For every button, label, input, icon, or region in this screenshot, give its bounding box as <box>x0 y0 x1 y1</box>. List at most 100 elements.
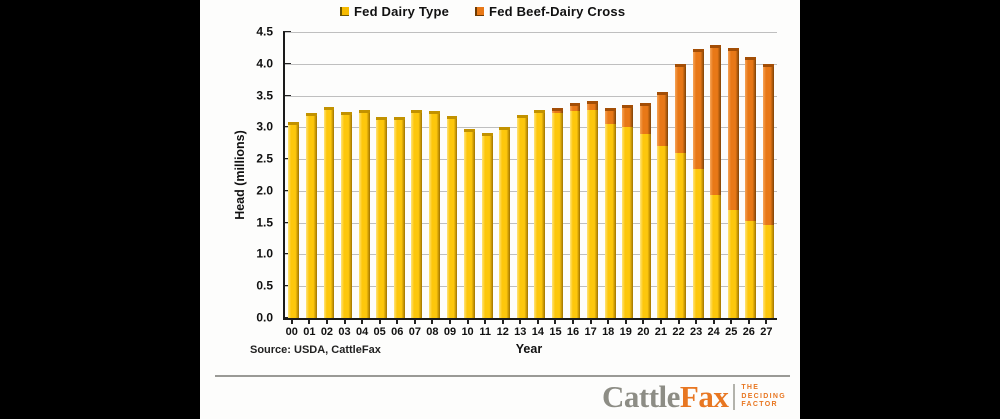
bar-segment-beef-dairy-cross <box>569 103 581 112</box>
stacked-bar-13 <box>516 114 528 318</box>
bar-segment-fed-dairy <box>428 111 440 318</box>
stacked-bar-04 <box>358 109 370 318</box>
stacked-bar-16 <box>569 103 581 318</box>
x-tick-label: 10 <box>459 320 477 338</box>
x-tick-label: 08 <box>424 320 442 338</box>
x-tick-label: 24 <box>705 320 723 338</box>
legend-swatch-yellow-icon <box>340 7 349 16</box>
stacked-bar-06 <box>393 116 405 318</box>
x-tick-label: 16 <box>564 320 582 338</box>
x-tick-label: 04 <box>353 320 371 338</box>
bar-segment-fed-dairy <box>587 110 599 318</box>
bar-slot-07 <box>408 32 426 318</box>
footer-divider <box>215 375 790 377</box>
stacked-bar-23 <box>692 49 704 318</box>
bar-slot-23 <box>689 32 707 318</box>
stacked-bar-02 <box>323 107 335 318</box>
tagline-line-1: THE <box>741 384 760 392</box>
logo-tagline: THE DECIDING FACTOR <box>741 384 786 410</box>
x-tick-label: 14 <box>529 320 547 338</box>
x-tick-label: 22 <box>670 320 688 338</box>
x-axis-title: Year <box>515 342 543 356</box>
y-tick-label: 2.5 <box>256 151 273 166</box>
stacked-bar-08 <box>428 111 440 318</box>
bar-segment-fed-dairy <box>762 224 774 318</box>
bar-slot-18 <box>601 32 619 318</box>
x-tick-label: 06 <box>388 320 406 338</box>
x-tick-label: 17 <box>582 320 600 338</box>
bar-segment-fed-dairy <box>745 221 757 318</box>
brand-fax: Fax <box>679 379 729 414</box>
stacked-bar-17 <box>587 100 599 318</box>
bar-segment-fed-dairy <box>657 146 669 318</box>
y-tick-label: 0.0 <box>256 310 273 325</box>
y-tick-label: 4.0 <box>256 56 273 71</box>
bar-slot-25 <box>724 32 742 318</box>
stacked-bar-11 <box>481 133 493 318</box>
bar-segment-fed-dairy <box>481 133 493 318</box>
y-tick-label: 3.5 <box>256 88 273 103</box>
x-tick-label: 23 <box>687 320 705 338</box>
bar-segment-beef-dairy-cross <box>657 92 669 147</box>
x-tick-label: 05 <box>371 320 389 338</box>
legend-swatch-orange-icon <box>475 7 485 16</box>
x-tick-label: 03 <box>336 320 354 338</box>
bar-segment-beef-dairy-cross <box>727 47 739 210</box>
logo-separator <box>733 384 736 410</box>
stacked-bar-22 <box>675 63 686 318</box>
x-axis-ticks: 00 01 02 03 04 05 06 07 08 09 10 11 12 13 14 15 16 17 18 19… <box>283 320 775 338</box>
bar-segment-fed-dairy <box>464 128 476 318</box>
stacked-bar-15 <box>552 108 563 318</box>
bar-slot-08 <box>426 32 444 318</box>
gridline <box>285 32 777 33</box>
bar-slot-10 <box>461 32 479 318</box>
bar-slot-00 <box>285 32 303 318</box>
bar-segment-fed-dairy <box>288 122 300 318</box>
cattlefax-logo: CattleFax THE DECIDING FACTOR <box>602 379 786 414</box>
bar-segment-fed-dairy <box>411 109 423 318</box>
x-tick-label: 25 <box>722 320 740 338</box>
bar-segment-beef-dairy-cross <box>604 108 616 125</box>
bar-slot-12 <box>496 32 514 318</box>
stacked-bar-21 <box>657 92 669 318</box>
bar-segment-fed-dairy <box>305 113 317 318</box>
x-tick-label: 11 <box>476 320 494 338</box>
bar-slot-14 <box>531 32 549 318</box>
gridline <box>285 222 777 224</box>
y-tick-label: 1.0 <box>256 247 273 262</box>
x-tick-label: 20 <box>635 320 653 338</box>
y-tick-label: 0.5 <box>256 278 273 293</box>
bar-segment-fed-dairy <box>341 112 352 318</box>
slide-panel: Fed Dairy Type Fed Beef-Dairy Cross Head… <box>200 0 800 419</box>
bar-slot-11 <box>478 32 496 318</box>
x-tick-label: 18 <box>599 320 617 338</box>
y-tick-label: 2.0 <box>256 183 273 198</box>
stacked-bar-24 <box>710 44 722 318</box>
bar-segment-beef-dairy-cross <box>710 44 722 196</box>
stacked-bar-09 <box>446 115 458 318</box>
gridline <box>285 190 777 192</box>
bar-segment-beef-dairy-cross <box>622 105 634 128</box>
bar-segment-fed-dairy <box>675 152 686 318</box>
stacked-bar-01 <box>305 113 317 318</box>
legend-item-fed-dairy-type: Fed Dairy Type <box>340 4 449 19</box>
stacked-bar-27 <box>762 63 774 318</box>
bar-segment-fed-dairy <box>446 115 458 318</box>
x-tick-label: 13 <box>512 320 530 338</box>
bar-slot-15 <box>549 32 567 318</box>
bar-slot-01 <box>303 32 321 318</box>
bar-segment-fed-dairy <box>358 109 370 318</box>
gridline <box>285 127 777 129</box>
bar-segment-fed-dairy <box>622 127 634 318</box>
brand-cattle: Cattle <box>602 379 680 414</box>
stacked-bar-07 <box>411 109 423 318</box>
gridline <box>285 254 777 256</box>
bar-slot-13 <box>514 32 532 318</box>
stacked-bar-18 <box>604 108 616 318</box>
bar-slot-09 <box>443 32 461 318</box>
bar-segment-fed-dairy <box>393 116 405 318</box>
y-tick-label: 3.0 <box>256 119 273 134</box>
bar-segment-beef-dairy-cross <box>587 100 599 111</box>
x-tick-label: 02 <box>318 320 336 338</box>
stacked-bar-03 <box>341 112 352 318</box>
